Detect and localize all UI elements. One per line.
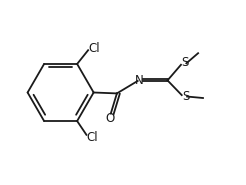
Text: Cl: Cl — [87, 131, 98, 144]
Text: S: S — [183, 90, 190, 103]
Text: Cl: Cl — [89, 42, 100, 55]
Text: N: N — [135, 73, 144, 87]
Text: O: O — [105, 112, 114, 125]
Text: S: S — [182, 56, 189, 69]
